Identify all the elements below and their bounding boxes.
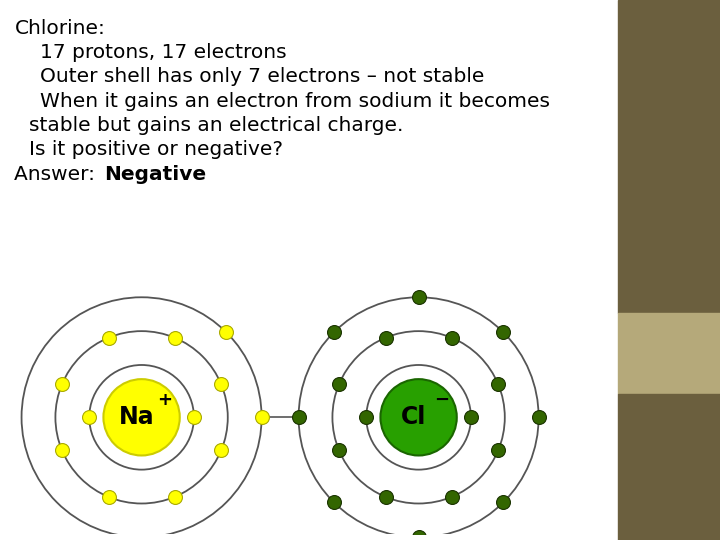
Point bbox=[328, 498, 340, 507]
Text: Answer:: Answer: bbox=[14, 165, 108, 184]
Point bbox=[361, 413, 372, 422]
Circle shape bbox=[380, 379, 456, 455]
Point bbox=[293, 413, 305, 422]
Text: Na: Na bbox=[119, 406, 155, 429]
Point bbox=[492, 380, 504, 389]
Point bbox=[168, 492, 180, 501]
Point bbox=[103, 492, 114, 501]
Point bbox=[498, 328, 509, 337]
Bar bbox=[618, 0, 720, 313]
Circle shape bbox=[104, 379, 180, 455]
Point bbox=[84, 413, 95, 422]
Point bbox=[413, 293, 424, 301]
Point bbox=[103, 333, 114, 342]
Text: 17 protons, 17 electrons: 17 protons, 17 electrons bbox=[40, 43, 287, 62]
Point bbox=[533, 413, 544, 422]
Point bbox=[188, 413, 199, 422]
Point bbox=[413, 533, 424, 540]
Point bbox=[256, 413, 267, 422]
Point bbox=[380, 492, 392, 501]
Point bbox=[333, 446, 345, 455]
Point bbox=[328, 328, 340, 337]
Point bbox=[498, 498, 509, 507]
Bar bbox=[618, 394, 720, 540]
Point bbox=[465, 413, 477, 422]
Point bbox=[333, 380, 345, 389]
Text: Chlorine:: Chlorine: bbox=[14, 19, 105, 38]
Point bbox=[446, 492, 457, 501]
Text: stable but gains an electrical charge.: stable but gains an electrical charge. bbox=[29, 116, 403, 135]
Point bbox=[221, 328, 233, 337]
Text: Outer shell has only 7 electrons – not stable: Outer shell has only 7 electrons – not s… bbox=[40, 68, 484, 86]
Point bbox=[168, 333, 180, 342]
Point bbox=[446, 333, 457, 342]
Point bbox=[56, 446, 68, 455]
Point bbox=[215, 380, 227, 389]
Text: −: − bbox=[434, 391, 449, 409]
Text: +: + bbox=[158, 391, 173, 409]
Bar bbox=[618, 313, 720, 394]
Text: When it gains an electron from sodium it becomes: When it gains an electron from sodium it… bbox=[40, 92, 549, 111]
Point bbox=[215, 446, 227, 455]
Text: Is it positive or negative?: Is it positive or negative? bbox=[29, 140, 283, 159]
Point bbox=[56, 380, 68, 389]
Text: Negative: Negative bbox=[104, 165, 207, 184]
Point bbox=[492, 446, 504, 455]
Text: Cl: Cl bbox=[401, 406, 426, 429]
Point bbox=[380, 333, 392, 342]
